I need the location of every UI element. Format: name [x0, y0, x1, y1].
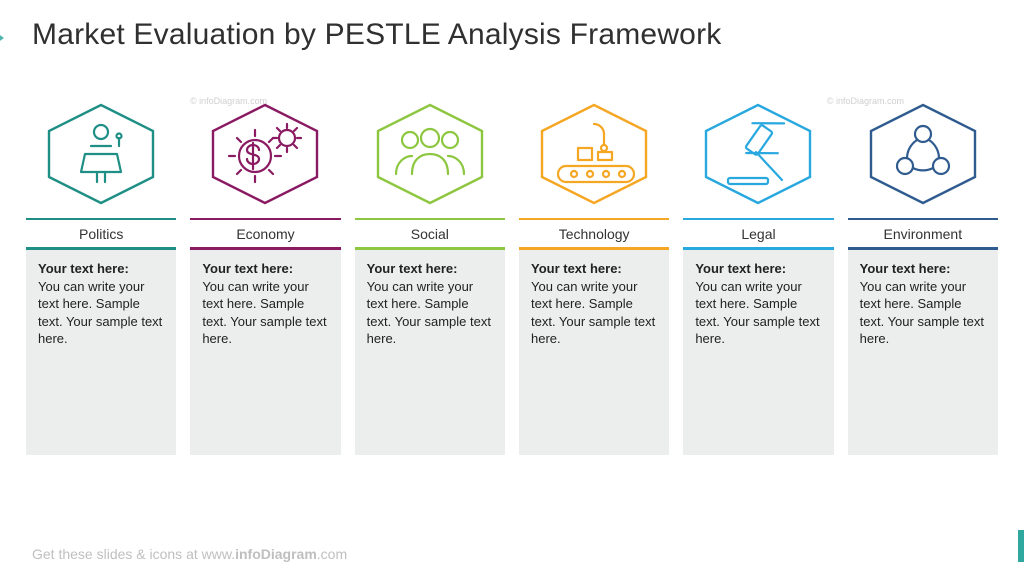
pestle-column-technology: Technology Your text here: You can write… [519, 98, 669, 455]
category-label: Environment [848, 220, 998, 247]
page-title: Market Evaluation by PESTLE Analysis Fra… [32, 18, 721, 52]
body-heading: Your text here: [695, 261, 786, 276]
pestle-columns: Politics Your text here: You can write y… [26, 98, 998, 455]
body-box: Your text here: You can write your text … [848, 250, 998, 455]
body-box: Your text here: You can write your text … [190, 250, 340, 455]
body-box: Your text here: You can write your text … [355, 250, 505, 455]
category-label: Technology [519, 220, 669, 247]
pestle-column-legal: Legal Your text here: You can write your… [683, 98, 833, 455]
body-text: You can write your text here. Sample tex… [695, 279, 819, 347]
body-text: You can write your text here. Sample tex… [367, 279, 491, 347]
hexagon [370, 102, 490, 206]
hexagon-wrap [26, 98, 176, 210]
body-heading: Your text here: [367, 261, 458, 276]
hexagon-svg [205, 102, 325, 206]
footer-credit: Get these slides & icons at www.infoDiag… [32, 546, 347, 562]
footer-suffix: .com [317, 546, 347, 562]
hexagon-svg [698, 102, 818, 206]
body-text: You can write your text here. Sample tex… [38, 279, 162, 347]
body-text: You can write your text here. Sample tex… [860, 279, 984, 347]
body-heading: Your text here: [531, 261, 622, 276]
category-label: Economy [190, 220, 340, 247]
corner-accent [1018, 530, 1024, 562]
hexagon-wrap [519, 98, 669, 210]
body-heading: Your text here: [860, 261, 951, 276]
hexagon-wrap [190, 98, 340, 210]
pestle-column-environment: Environment Your text here: You can writ… [848, 98, 998, 455]
slide: Market Evaluation by PESTLE Analysis Fra… [0, 0, 1024, 576]
body-box: Your text here: You can write your text … [26, 250, 176, 455]
body-box: Your text here: You can write your text … [683, 250, 833, 455]
hexagon-svg [370, 102, 490, 206]
category-label: Politics [26, 220, 176, 247]
hexagon [698, 102, 818, 206]
hexagon [205, 102, 325, 206]
hexagon-svg [41, 102, 161, 206]
body-heading: Your text here: [202, 261, 293, 276]
category-label: Legal [683, 220, 833, 247]
hexagon [534, 102, 654, 206]
hexagon [41, 102, 161, 206]
body-text: You can write your text here. Sample tex… [202, 279, 326, 347]
body-text: You can write your text here. Sample tex… [531, 279, 655, 347]
body-box: Your text here: You can write your text … [519, 250, 669, 455]
pestle-column-social: Social Your text here: You can write you… [355, 98, 505, 455]
category-label: Social [355, 220, 505, 247]
footer-prefix: Get these slides & icons at www. [32, 546, 235, 562]
accent-triangle [0, 28, 4, 48]
pestle-column-economy: Economy Your text here: You can write yo… [190, 98, 340, 455]
hexagon-wrap [683, 98, 833, 210]
hexagon-svg [863, 102, 983, 206]
hexagon-svg [534, 102, 654, 206]
body-heading: Your text here: [38, 261, 129, 276]
hexagon-wrap [848, 98, 998, 210]
footer-brand: infoDiagram [235, 546, 317, 562]
pestle-column-politics: Politics Your text here: You can write y… [26, 98, 176, 455]
hexagon-wrap [355, 98, 505, 210]
hexagon [863, 102, 983, 206]
